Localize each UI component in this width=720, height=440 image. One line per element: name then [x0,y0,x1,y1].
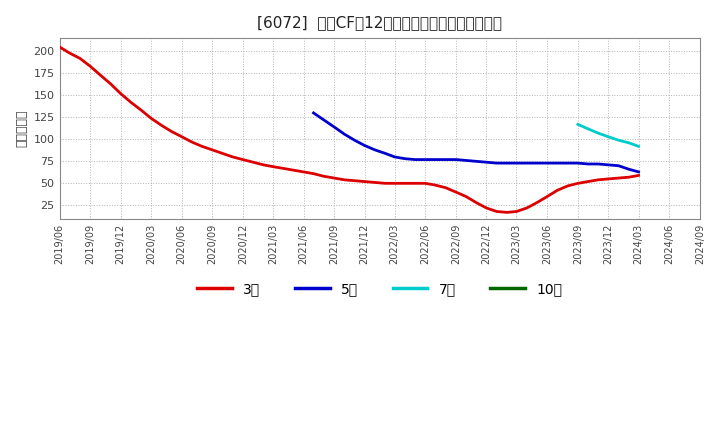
Title: [6072]  営業CFの12か月移動合計の平均値の推移: [6072] 営業CFの12か月移動合計の平均値の推移 [257,15,503,30]
Legend: 3年, 5年, 7年, 10年: 3年, 5年, 7年, 10年 [192,277,568,302]
Y-axis label: （百万円）: （百万円） [15,110,28,147]
